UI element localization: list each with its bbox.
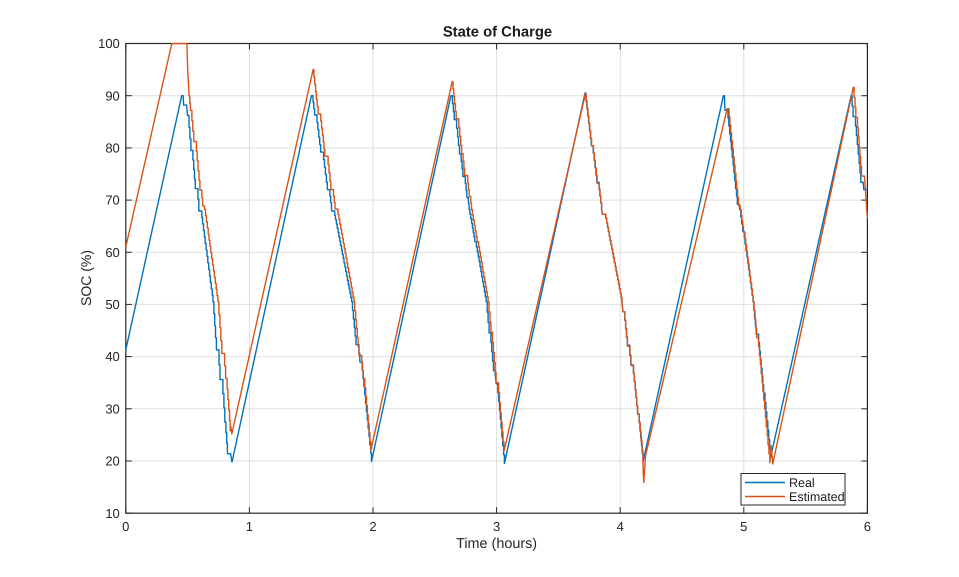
svg-text:20: 20: [105, 454, 119, 469]
svg-text:3: 3: [493, 519, 500, 534]
svg-text:70: 70: [105, 193, 119, 208]
svg-text:SOC (%): SOC (%): [78, 250, 94, 306]
svg-text:6: 6: [864, 519, 871, 534]
svg-text:30: 30: [105, 401, 119, 416]
svg-text:40: 40: [105, 349, 119, 364]
svg-text:90: 90: [105, 88, 119, 103]
svg-text:4: 4: [617, 519, 624, 534]
svg-text:80: 80: [105, 141, 119, 156]
svg-text:0: 0: [122, 519, 129, 534]
svg-text:State of Charge: State of Charge: [443, 25, 552, 41]
svg-text:Time (hours): Time (hours): [456, 536, 537, 552]
svg-text:5: 5: [740, 519, 747, 534]
svg-text:1: 1: [246, 519, 253, 534]
svg-text:50: 50: [105, 297, 119, 312]
svg-text:Real: Real: [789, 476, 815, 490]
svg-text:2: 2: [369, 519, 376, 534]
svg-text:10: 10: [105, 506, 119, 521]
svg-text:Estimated: Estimated: [789, 490, 845, 504]
svg-text:60: 60: [105, 245, 119, 260]
svg-text:100: 100: [98, 36, 120, 51]
